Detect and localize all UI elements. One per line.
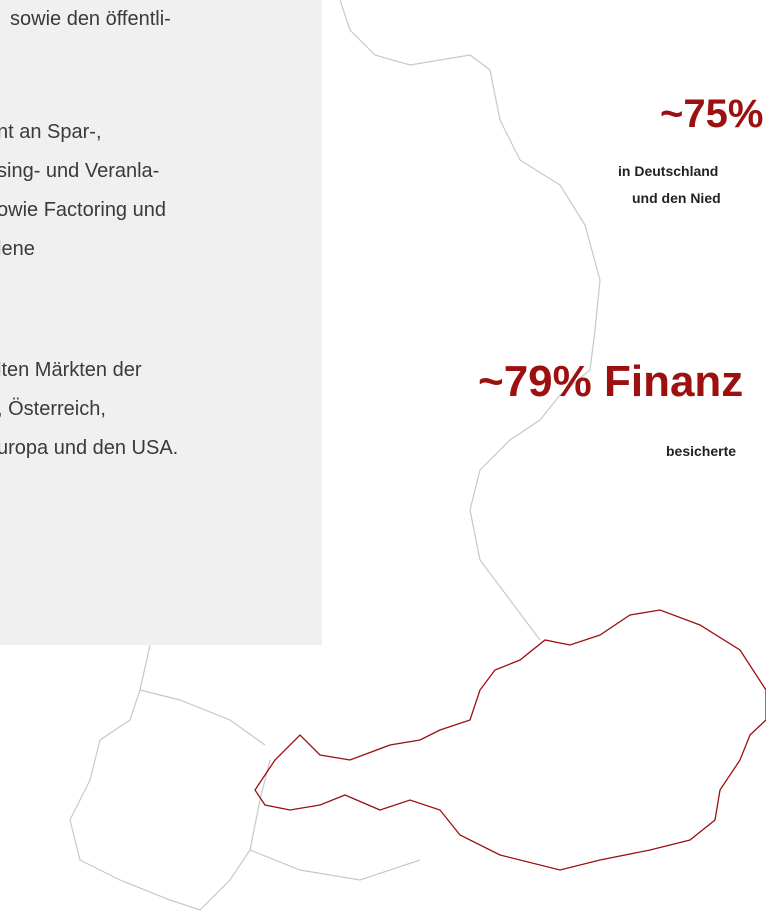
map [69,0,601,911]
body-line: sing- und Veranla- [0,160,159,182]
body-line: lene [0,238,35,260]
border-line [69,644,271,911]
body-line: uropa und den USA. [0,437,178,459]
stat-caption: in Deutschland [618,163,718,179]
austria-outline [254,609,766,871]
stat-caption: besicherte [666,443,736,459]
stat-headline: ~75% [660,92,763,136]
body-line: owie Factoring und [0,199,166,221]
stat-headline: ~79% Finanz [478,357,743,406]
text-box [0,0,322,645]
body-line: lten Märkten der [0,359,142,381]
border-line [339,0,601,641]
body-line: nt an Spar-, [0,121,102,143]
stat-caption: und den Nied [632,190,721,206]
border-line [139,689,266,746]
body-line: sowie den öffentli- [10,8,171,30]
body-line: , Österreich, [0,398,106,420]
border-line [249,849,421,881]
